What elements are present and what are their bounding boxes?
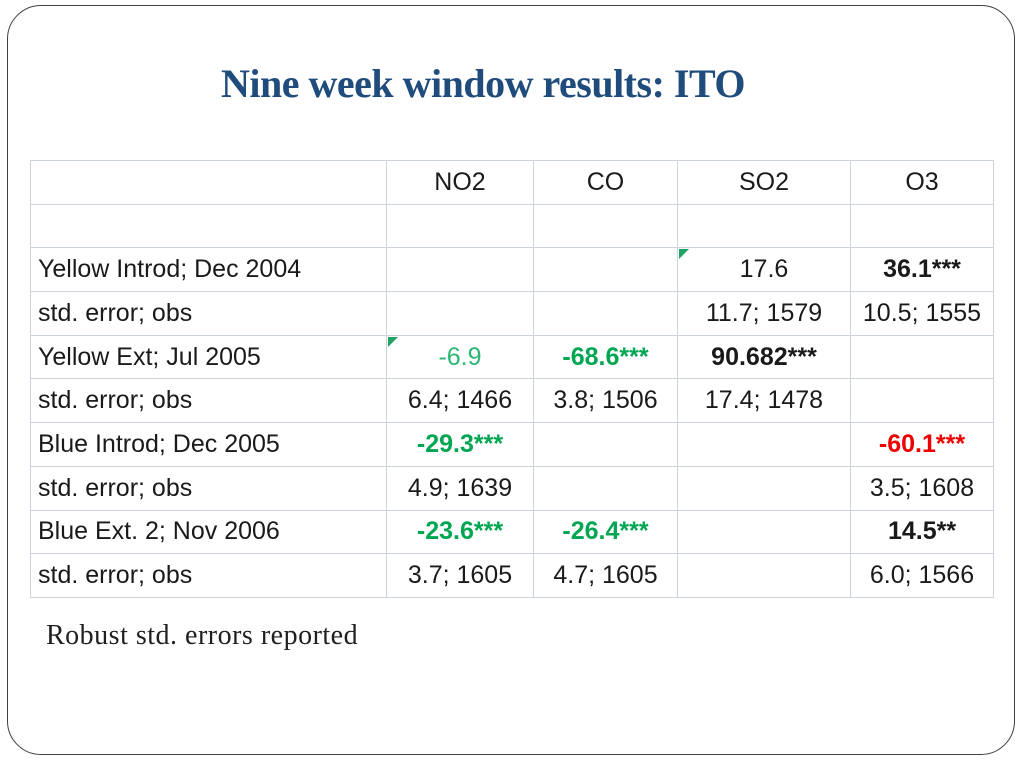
table-cell: -68.6***	[533, 334, 678, 380]
table-cell: 3.5; 1608	[850, 465, 994, 511]
row-label: Yellow Ext; Jul 2005	[30, 334, 387, 380]
table-cell: 10.5; 1555	[850, 291, 994, 336]
table-cell	[677, 553, 851, 598]
table-cell	[533, 203, 678, 249]
table-row: std. error; obs 11.7; 1579 10.5; 1555	[30, 291, 994, 336]
column-header-no2: NO2	[386, 160, 534, 205]
table-cell: 4.9; 1639	[386, 465, 534, 511]
table-cell: 17.6	[677, 247, 851, 293]
table-cell	[677, 203, 851, 249]
comment-marker-icon	[679, 249, 689, 260]
table-cell: -29.3***	[386, 422, 534, 467]
table-cell	[386, 291, 534, 336]
table-cell: 3.7; 1605	[386, 553, 534, 598]
table-cell	[533, 247, 678, 293]
column-header-co: CO	[533, 160, 678, 205]
table-cell: 4.7; 1605	[533, 553, 678, 598]
row-label: Blue Introd; Dec 2005	[30, 422, 387, 467]
table-cell: 14.5**	[850, 509, 994, 555]
table-cell: 11.7; 1579	[677, 291, 851, 336]
table-row: Yellow Ext; Jul 2005 -6.9 -68.6*** 90.68…	[30, 334, 994, 380]
slide-title: Nine week window results: ITO	[220, 61, 746, 106]
table-cell	[533, 465, 678, 511]
table-cell	[677, 465, 851, 511]
table-row: Yellow Introd; Dec 2004 17.6 36.1***	[30, 247, 994, 293]
row-label: std. error; obs	[30, 465, 387, 511]
table-cell	[677, 422, 851, 467]
table-cell: 17.4; 1478	[677, 378, 851, 424]
table-cell: 90.682***	[677, 334, 851, 380]
table-cell: -6.9	[386, 334, 534, 380]
table-cell: 6.4; 1466	[386, 378, 534, 424]
table-row: Blue Ext. 2; Nov 2006 -23.6*** -26.4*** …	[30, 509, 994, 555]
table-cell	[386, 247, 534, 293]
row-label: std. error; obs	[30, 291, 387, 336]
table-cell	[533, 422, 678, 467]
row-label: std. error; obs	[30, 553, 387, 598]
table-cell: 36.1***	[850, 247, 994, 293]
table-cell: -60.1***	[850, 422, 994, 467]
table-cell: -23.6***	[386, 509, 534, 555]
comment-marker-icon	[388, 336, 398, 347]
table-cell	[386, 203, 534, 249]
table-cell	[850, 203, 994, 249]
row-label: std. error; obs	[30, 378, 387, 424]
row-label	[30, 203, 387, 249]
table-cell	[677, 509, 851, 555]
table-row	[30, 203, 994, 249]
footer-note: Robust std. errors reported	[46, 620, 359, 651]
table-row: std. error; obs 6.4; 1466 3.8; 1506 17.4…	[30, 378, 994, 424]
table-cell: -26.4***	[533, 509, 678, 555]
results-table: NO2 CO SO2 O3 Yellow Introd; Dec 2004 17…	[30, 160, 994, 598]
table-cell	[850, 334, 994, 380]
table-row: std. error; obs 3.7; 1605 4.7; 1605 6.0;…	[30, 553, 994, 598]
table-cell: 3.8; 1506	[533, 378, 678, 424]
header-row: NO2 CO SO2 O3	[30, 160, 994, 205]
table-row: Blue Introd; Dec 2005 -29.3*** -60.1***	[30, 422, 994, 467]
column-header-o3: O3	[850, 160, 994, 205]
row-label: Blue Ext. 2; Nov 2006	[30, 509, 387, 555]
table-row: std. error; obs 4.9; 1639 3.5; 1608	[30, 465, 994, 511]
column-header-so2: SO2	[677, 160, 851, 205]
table-cell	[850, 378, 994, 424]
row-label: Yellow Introd; Dec 2004	[30, 247, 387, 293]
column-header-blank	[30, 160, 387, 205]
table-cell	[533, 291, 678, 336]
table-cell: 6.0; 1566	[850, 553, 994, 598]
